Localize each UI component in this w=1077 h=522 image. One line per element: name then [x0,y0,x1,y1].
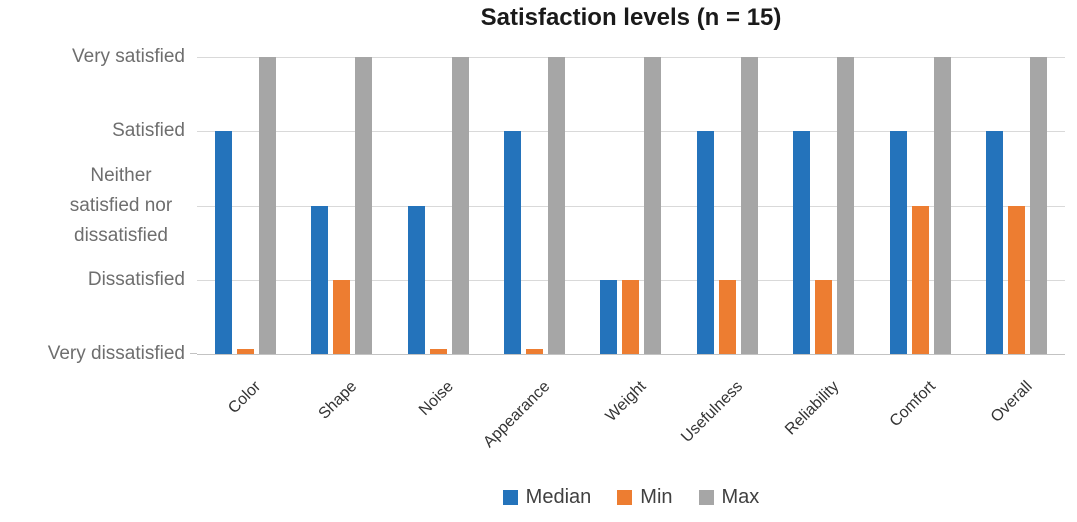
bar-median-weight [600,279,618,354]
bar-group-usefulness [679,57,775,354]
bar-max-color [258,57,276,354]
y-axis-label-dissatisfied: Dissatisfied [87,268,185,290]
bar-group-reliability [776,57,872,354]
bar-max-reliability [837,57,855,354]
x-axis-label-usefulness: Usefulness [678,378,747,446]
bar-group-color [197,57,293,354]
x-axis-label-weight: Weight [602,378,651,426]
plot-area [190,57,1065,355]
x-axis-label-reliability: Reliability [782,378,843,439]
bar-max-noise [451,57,469,354]
legend-swatch-median [502,490,518,505]
bar-min-usefulness [718,279,736,354]
bar-groups [197,57,1065,354]
axis-tick [190,353,197,354]
bar-group-shape [293,57,389,354]
legend: Median Min Max [197,486,1065,509]
bar-min-appearance [526,349,544,354]
legend-item-max: Max [698,486,760,509]
x-axis-label-overall: Overall [987,378,1036,426]
bar-min-shape [333,279,351,354]
y-axis-label-very-dissatisfied: Very dissatisfied [47,342,185,364]
bar-max-usefulness [740,57,758,354]
bar-min-reliability [815,279,833,354]
legend-label-median: Median [525,486,592,508]
bar-group-overall [969,57,1065,354]
bar-min-weight [622,279,640,354]
legend-item-median: Median [502,486,592,509]
bar-median-appearance [504,131,522,354]
x-axis-label-shape: Shape [315,378,361,423]
x-axis-label-comfort: Comfort [887,378,940,431]
bar-min-comfort [911,205,929,354]
x-axis-label-appearance: Appearance [480,378,554,452]
gridline [197,131,1065,133]
bar-median-noise [407,205,425,354]
bar-max-shape [355,57,373,354]
bar-group-appearance [486,57,582,354]
bar-max-comfort [933,57,951,354]
bar-max-weight [644,57,662,354]
legend-label-min: Min [640,486,673,508]
bar-group-weight [583,57,679,354]
bar-median-color [214,131,232,354]
y-axis-label-satisfied: Satisfied [112,120,185,142]
x-axis-label-color: Color [225,378,265,418]
bar-max-overall [1030,57,1048,354]
legend-swatch-min [617,490,633,505]
bar-group-noise [390,57,486,354]
legend-label-max: Max [721,486,760,508]
bar-median-shape [311,205,329,354]
bar-median-usefulness [696,131,714,354]
legend-item-min: Min [617,486,673,509]
bar-min-noise [429,349,447,354]
category-axis-line [197,354,1065,355]
bar-min-overall [1008,205,1026,354]
bar-group-comfort [872,57,968,354]
bar-min-color [236,349,254,354]
y-axis-label-neither-satisfied-nor-dissatisfied: Neither satisfied nor dissatisfied [69,164,173,246]
gridline [197,205,1065,207]
gridline [197,57,1065,58]
bar-median-reliability [793,131,811,354]
bar-median-comfort [889,131,907,354]
bar-max-appearance [548,57,566,354]
y-axis-label-very-satisfied: Very satisfied [72,45,185,67]
chart-title: Satisfaction levels (n = 15) [480,4,782,31]
x-axis-label-noise: Noise [416,378,458,419]
legend-swatch-max [698,490,714,505]
bar-median-overall [986,131,1004,354]
